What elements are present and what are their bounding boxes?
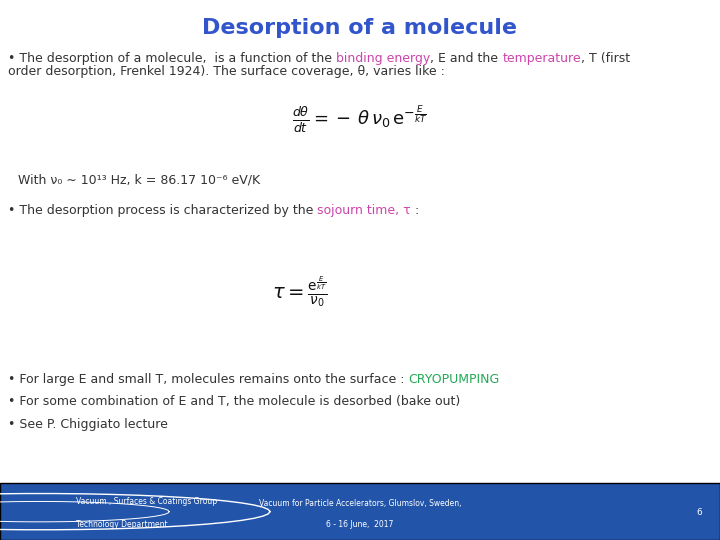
Text: With ν₀ ∼ 10¹³ Hz, k = 86.17 10⁻⁶ eV/K: With ν₀ ∼ 10¹³ Hz, k = 86.17 10⁻⁶ eV/K xyxy=(18,173,260,186)
Text: CRYOPUMPING: CRYOPUMPING xyxy=(408,373,500,386)
Text: :: : xyxy=(411,205,419,218)
Text: 6: 6 xyxy=(696,508,702,517)
Text: • For some combination of E and T, the molecule is desorbed (bake out): • For some combination of E and T, the m… xyxy=(8,395,460,408)
FancyBboxPatch shape xyxy=(0,483,720,540)
Text: temperature: temperature xyxy=(503,52,581,65)
Text: Vacuum for Particle Accelerators, Glumslov, Sweden,: Vacuum for Particle Accelerators, Glumsl… xyxy=(258,498,462,508)
Text: $\frac{d\theta}{dt} = -\,\theta\,\nu_0\,\mathrm{e}^{-\frac{E}{kT}}$: $\frac{d\theta}{dt} = -\,\theta\,\nu_0\,… xyxy=(292,103,428,134)
Text: $\tau = \frac{\mathrm{e}^{\frac{E}{kT}}}{\nu_0}$: $\tau = \frac{\mathrm{e}^{\frac{E}{kT}}}… xyxy=(272,275,328,309)
Text: 6 - 16 June,  2017: 6 - 16 June, 2017 xyxy=(326,519,394,529)
Text: • The desorption of a molecule,  is a function of the: • The desorption of a molecule, is a fun… xyxy=(8,52,336,65)
Text: Technology Department: Technology Department xyxy=(76,519,167,529)
Text: • The desorption process is characterized by the: • The desorption process is characterize… xyxy=(8,205,318,218)
Text: binding energy: binding energy xyxy=(336,52,431,65)
Text: , T (first: , T (first xyxy=(581,52,630,65)
Text: Vacuum , Surfaces & Coatings Group: Vacuum , Surfaces & Coatings Group xyxy=(76,497,217,506)
Text: • See P. Chiggiato lecture: • See P. Chiggiato lecture xyxy=(8,418,168,431)
Text: , E and the: , E and the xyxy=(431,52,503,65)
Text: • For large E and small T, molecules remains onto the surface :: • For large E and small T, molecules rem… xyxy=(8,373,408,386)
Text: order desorption, Frenkel 1924). The surface coverage, θ, varies like :: order desorption, Frenkel 1924). The sur… xyxy=(8,65,445,78)
Text: Desorption of a molecule: Desorption of a molecule xyxy=(202,18,518,38)
Text: sojourn time, τ: sojourn time, τ xyxy=(318,205,411,218)
